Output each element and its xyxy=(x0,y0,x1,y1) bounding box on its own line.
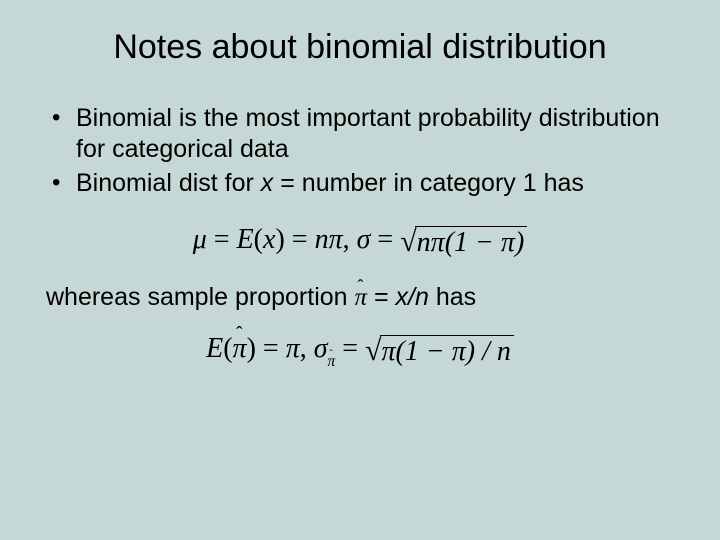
pi-hat: ˆπ xyxy=(233,332,247,366)
interline: whereas sample proportion ˆπ = x/n has xyxy=(46,283,680,312)
mu: μ xyxy=(193,224,207,255)
paren: ) xyxy=(247,333,256,364)
bullet-list: Binomial is the most important probabili… xyxy=(46,103,680,199)
interline-post: = xyxy=(367,283,396,311)
xn: x/n xyxy=(396,283,429,311)
hat-icon: ˆ xyxy=(358,276,364,297)
formula-1: μ = E(x) = nπ, σ = √nπ(1 − π) xyxy=(40,223,680,257)
x: x xyxy=(263,224,275,255)
formula-2: E(ˆπ) = π, σˆπ = √π(1 − π) / n xyxy=(40,332,680,369)
hat-icon: ˆ xyxy=(236,323,243,347)
eq: = xyxy=(335,333,365,364)
bullet-text: Binomial is the most important probabili… xyxy=(76,104,660,163)
interline-pre: whereas sample proportion xyxy=(46,283,355,311)
bullet-text-post: = number in category 1 has xyxy=(273,169,584,197)
slide: Notes about binomial distribution Binomi… xyxy=(0,0,720,540)
slide-title: Notes about binomial distribution xyxy=(60,28,660,67)
paren: ( xyxy=(254,224,263,255)
eq: = xyxy=(370,224,400,255)
eq: = xyxy=(207,224,237,255)
pi: π xyxy=(286,333,300,364)
bullet-item: Binomial dist for x = number in category… xyxy=(46,168,680,199)
comma: , xyxy=(300,333,314,364)
eq: = xyxy=(285,224,315,255)
radicand: π(1 − π) / n xyxy=(380,335,514,366)
hat-icon: ˆ xyxy=(329,348,333,361)
bullet-text-pre: Binomial dist for xyxy=(76,169,261,197)
E: E xyxy=(206,333,223,364)
paren: ) xyxy=(275,224,284,255)
sigma: σ xyxy=(314,333,328,364)
bullet-var: x xyxy=(261,169,274,197)
comma: , xyxy=(343,224,357,255)
E: E xyxy=(237,224,254,255)
pi-hat: ˆπ xyxy=(355,284,368,312)
bullet-item: Binomial is the most important probabili… xyxy=(46,103,680,166)
sqrt: √nπ(1 − π) xyxy=(400,226,527,257)
paren: ( xyxy=(223,333,232,364)
sigma-sub: ˆπ xyxy=(328,353,336,370)
eq: = xyxy=(256,333,286,364)
sigma: σ xyxy=(357,224,371,255)
radicand: nπ(1 − π) xyxy=(415,226,528,257)
npi: nπ xyxy=(315,224,343,255)
interline-has: has xyxy=(429,283,476,311)
pi-hat-sub: ˆπ xyxy=(328,353,336,371)
sqrt: √π(1 − π) / n xyxy=(365,335,514,366)
